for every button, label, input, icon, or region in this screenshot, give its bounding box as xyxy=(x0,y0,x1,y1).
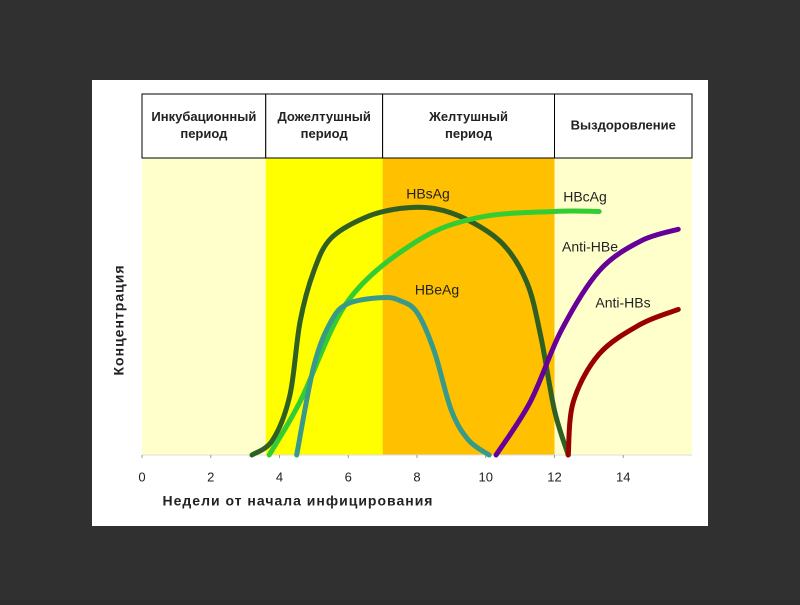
period-label: Дожелтушный xyxy=(277,109,370,124)
series-label: HBcAg xyxy=(563,189,607,205)
x-tick-label: 8 xyxy=(413,469,420,484)
x-axis-label: Недели от начала инфицирования xyxy=(163,493,434,509)
series-label: HBsAg xyxy=(406,186,450,202)
x-tick-label: 10 xyxy=(479,469,493,484)
series-line xyxy=(294,294,492,458)
x-tick-label: 4 xyxy=(276,469,283,484)
x-tick-label: 6 xyxy=(345,469,352,484)
period-label: Желтушный xyxy=(428,109,508,124)
period-label: период xyxy=(180,126,228,141)
x-tick-label: 14 xyxy=(616,469,630,484)
header-cell xyxy=(141,93,267,159)
series-label: Anti-HBs xyxy=(595,295,650,311)
period-label: период xyxy=(301,126,349,141)
header-cell xyxy=(382,93,555,159)
series-label: Anti-HBe xyxy=(562,239,618,255)
period-label: Инкубационный xyxy=(151,109,256,124)
x-tick-label: 2 xyxy=(207,469,214,484)
x-tick-label: 0 xyxy=(138,469,145,484)
series-line xyxy=(565,306,681,458)
series-line xyxy=(266,208,602,458)
series-line xyxy=(493,226,681,458)
period-band xyxy=(142,158,266,455)
x-tick-label: 12 xyxy=(547,469,561,484)
y-axis-label: Концентрация xyxy=(111,265,127,376)
header-cell xyxy=(554,93,693,159)
period-label: период xyxy=(445,126,493,141)
series-line xyxy=(249,204,571,458)
series-label: HBeAg xyxy=(415,282,459,298)
period-label: Выздоровление xyxy=(571,117,676,132)
